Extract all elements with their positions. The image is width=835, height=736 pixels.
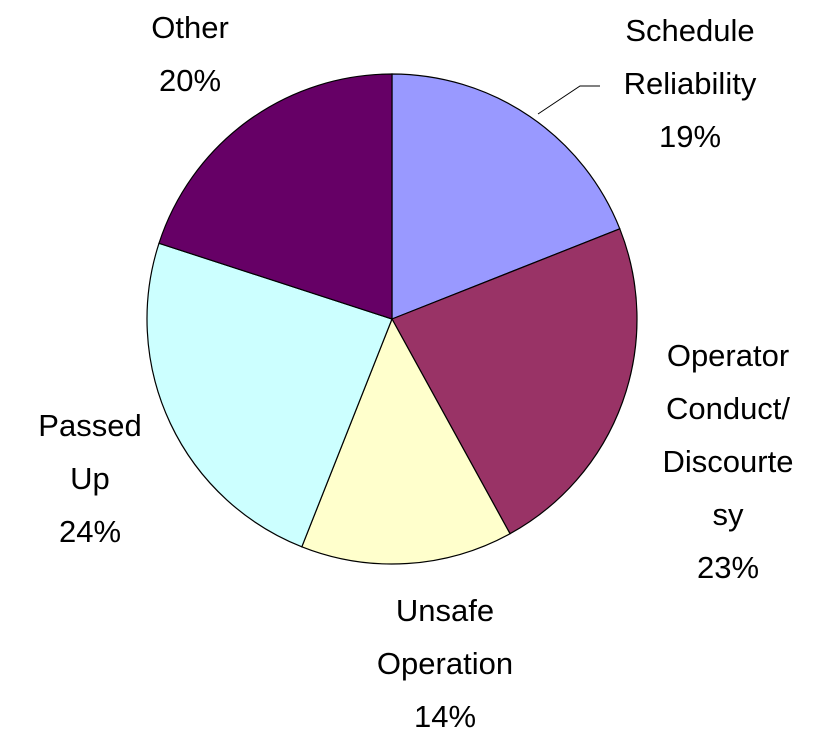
category-label: Other [151,10,229,45]
slice-label: Other 20% [105,1,275,107]
slice-label: Operator Conduct/Discourtesy 23% [658,329,798,594]
slice-label: Schedule Reliability 19% [605,4,775,163]
value-label: 14% [413,699,477,734]
category-label: Passed Up [38,408,142,496]
pie-slice [146,242,393,548]
pie-slice [301,317,511,565]
pie-slice [158,73,393,320]
category-label: Operator Conduct/Discourtesy [662,338,794,532]
slice-label: Unsafe Operation 14% [370,584,520,736]
category-label: Unsafe Operation [376,593,514,681]
category-label: Schedule Reliability [623,13,757,101]
slice-label: Passed Up 24% [20,399,160,558]
value-label: 24% [58,514,122,549]
pie-slice [391,73,621,320]
leader-line [537,85,600,115]
value-label: 19% [658,119,722,154]
value-label: 20% [158,63,222,98]
pie-slice [391,228,638,535]
value-label: 23% [696,550,760,585]
